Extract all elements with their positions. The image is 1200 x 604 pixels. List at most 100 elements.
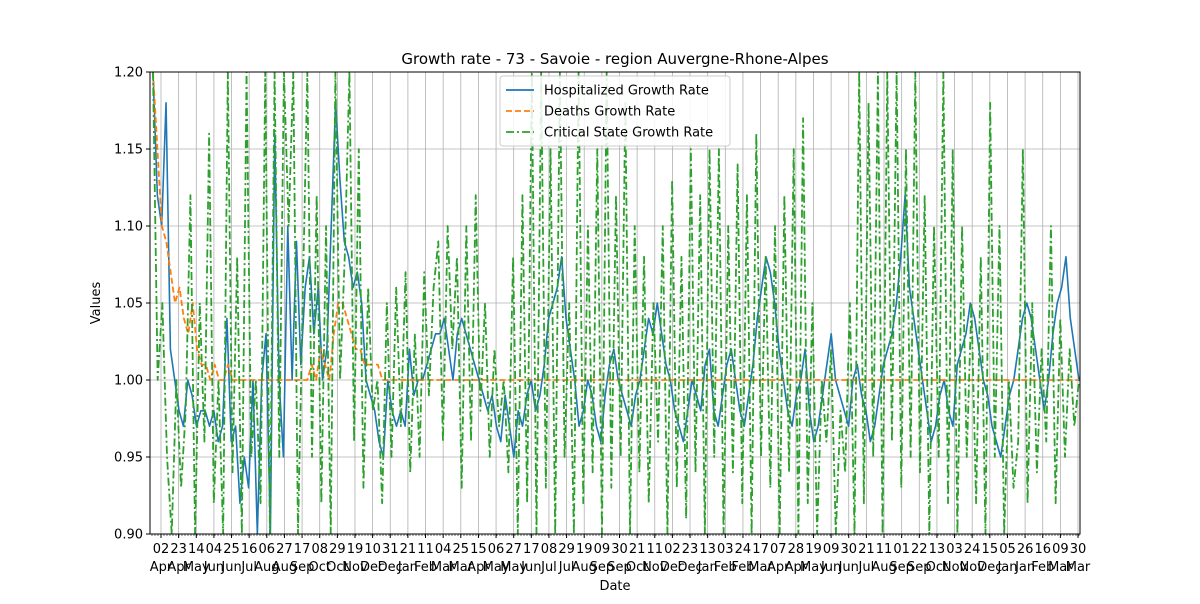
x-tick-day-label: 19	[347, 542, 364, 557]
x-tick-day-label: 09	[823, 542, 840, 557]
x-tick-month-label: Mar	[449, 560, 474, 575]
x-tick-day-label: 13	[929, 542, 946, 557]
x-tick-month-label: Apr	[467, 560, 490, 575]
x-tick-month-label: Jul	[540, 560, 557, 575]
x-tick-month-label: Apr	[150, 560, 173, 575]
x-tick-day-label: 19	[805, 542, 822, 557]
x-tick-day-label: 21	[858, 542, 875, 557]
y-tick-label: 1.20	[114, 66, 143, 81]
x-tick-month-label: Jul	[558, 560, 575, 575]
x-tick-day-label: 02	[153, 542, 170, 557]
x-tick-day-label: 26	[1017, 542, 1034, 557]
x-tick-month-label: Mar	[431, 560, 456, 575]
x-tick-month-label: Feb	[731, 560, 754, 575]
y-tick-label: 1.00	[114, 374, 143, 389]
x-tick-month-label: Dec	[378, 560, 403, 575]
series-line-2	[152, 72, 1079, 381]
x-tick-day-label: 06	[259, 542, 276, 557]
x-tick-day-label: 11	[417, 542, 434, 557]
y-tick-label: 1.15	[114, 143, 143, 158]
x-tick-day-label: 07	[770, 542, 787, 557]
x-tick-month-label: May	[800, 560, 827, 575]
x-tick-day-label: 14	[188, 542, 205, 557]
x-tick-month-label: Oct	[626, 560, 648, 575]
x-tick-month-label: May	[500, 560, 527, 575]
x-tick-month-label: Sep	[907, 560, 932, 575]
x-tick-day-label: 22	[911, 542, 928, 557]
x-tick-month-label: Jan	[697, 560, 718, 575]
x-tick-month-label: Nov	[342, 560, 368, 575]
x-tick-day-label: 31	[382, 542, 399, 557]
x-tick-month-label: Nov	[942, 560, 968, 575]
x-tick-day-label: 03	[946, 542, 963, 557]
y-tick-label: 0.95	[114, 451, 143, 466]
x-tick-month-label: Mar	[748, 560, 773, 575]
y-tick-label: 1.05	[114, 297, 143, 312]
y-tick-label: 0.90	[114, 528, 143, 543]
x-tick-month-label: Dec	[677, 560, 702, 575]
x-axis-label: Date	[599, 579, 630, 594]
x-tick-day-label: 06	[488, 542, 505, 557]
x-tick-month-label: Apr	[167, 560, 190, 575]
series-layer	[152, 72, 1080, 534]
x-tick-month-label: Jun	[820, 560, 841, 575]
x-tick-month-label: May	[483, 560, 510, 575]
x-tick-day-label: 21	[629, 542, 646, 557]
x-tick-month-label: Aug	[871, 560, 896, 575]
x-tick-month-label: Sep	[607, 560, 632, 575]
x-tick-day-label: 23	[170, 542, 187, 557]
y-tick-label: 1.10	[114, 220, 143, 235]
x-tick-day-label: 24	[964, 542, 981, 557]
x-tick-month-label: Oct	[308, 560, 330, 575]
x-tick-day-label: 17	[294, 542, 311, 557]
x-tick-month-label: Nov	[960, 560, 986, 575]
chart-title: Growth rate - 73 - Savoie - region Auver…	[401, 50, 828, 68]
x-tick-month-label: Dec	[977, 560, 1002, 575]
x-tick-month-label: Oct	[326, 560, 348, 575]
x-tick-month-label: Feb	[414, 560, 437, 575]
x-tick-day-label: 08	[311, 542, 328, 557]
x-tick-month-label: Aug	[254, 560, 279, 575]
legend-box	[499, 75, 731, 147]
x-tick-day-label: 29	[558, 542, 575, 557]
x-tick-month-label: Apr	[785, 560, 808, 575]
x-tick-day-label: 28	[788, 542, 805, 557]
x-tick-day-label: 08	[541, 542, 558, 557]
x-tick-day-label: 27	[276, 542, 293, 557]
legend-label-3: Critical State Growth Rate	[544, 126, 713, 141]
x-tick-day-label: 01	[893, 542, 910, 557]
x-tick-day-label: 15	[982, 542, 999, 557]
x-tick-month-label: May	[183, 560, 210, 575]
x-tick-month-label: Mar	[1048, 560, 1073, 575]
x-tick-day-label: 30	[1070, 542, 1087, 557]
x-tick-month-label: Aug	[272, 560, 297, 575]
x-tick-month-label: Jan	[397, 560, 418, 575]
x-tick-day-label: 09	[594, 542, 611, 557]
legend-label-2: Deaths Growth Rate	[544, 105, 675, 120]
x-tick-day-label: 24	[735, 542, 752, 557]
x-tick-day-label: 17	[752, 542, 769, 557]
x-tick-month-label: Mar	[1066, 560, 1091, 575]
x-tick-day-label: 15	[470, 542, 487, 557]
x-tick-month-label: Jun	[220, 560, 241, 575]
x-tick-day-label: 21	[400, 542, 417, 557]
x-tick-day-label: 16	[1034, 542, 1051, 557]
x-tick-day-label: 03	[717, 542, 734, 557]
x-tick-month-label: Jan	[996, 560, 1017, 575]
x-tick-month-label: Jul	[240, 560, 257, 575]
x-tick-day-label: 19	[576, 542, 593, 557]
x-tick-month-label: Jul	[858, 560, 875, 575]
x-tick-day-label: 25	[453, 542, 470, 557]
x-tick-day-label: 10	[364, 542, 381, 557]
x-tick-day-label: 04	[435, 542, 452, 557]
x-tick-month-label: Apr	[767, 560, 790, 575]
x-tick-day-label: 11	[876, 542, 893, 557]
x-tick-day-label: 09	[1052, 542, 1069, 557]
x-tick-month-label: Jan	[1014, 560, 1035, 575]
x-tick-month-label: Dec	[660, 560, 685, 575]
x-tick-month-label: Feb	[714, 560, 737, 575]
x-tick-day-label: 04	[206, 542, 223, 557]
x-tick-month-label: Nov	[642, 560, 668, 575]
x-tick-day-label: 17	[523, 542, 540, 557]
